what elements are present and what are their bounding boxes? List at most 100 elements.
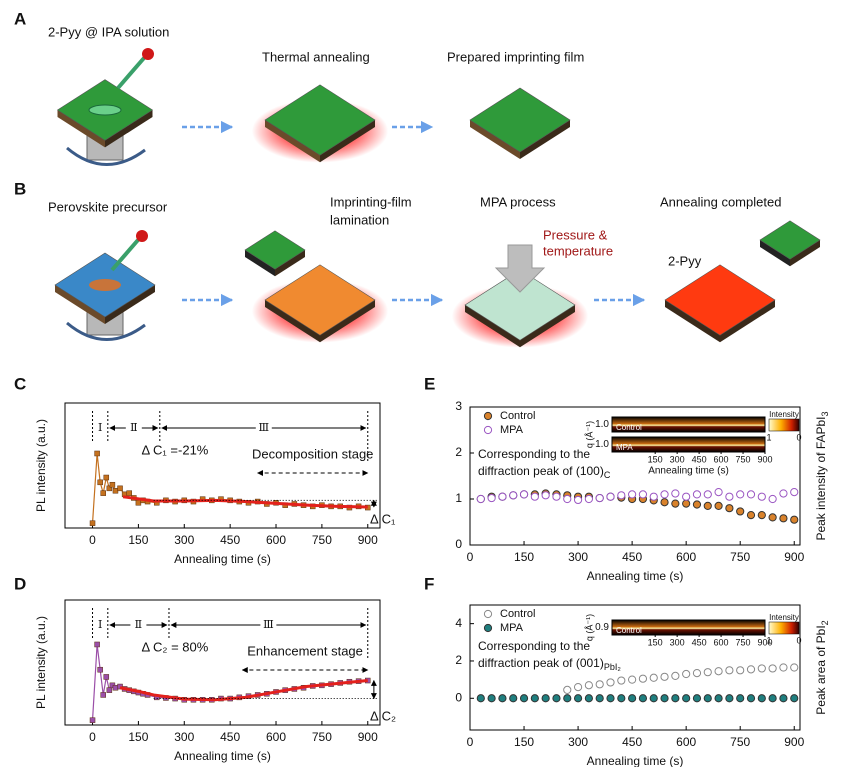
- data-point: [628, 675, 637, 684]
- panel-label: E: [424, 374, 435, 393]
- plot-frame: [469, 604, 801, 731]
- delta-label: Δ C₁: [370, 511, 396, 526]
- press-arrow: [494, 244, 546, 293]
- colorbar-label: Intensity: [769, 613, 799, 622]
- data-point: [714, 667, 723, 676]
- step-label: Perovskite precursor: [48, 199, 168, 214]
- data-point: [660, 490, 669, 499]
- x-tick-label: 0: [89, 730, 96, 744]
- legend-marker: [483, 623, 493, 633]
- tile-side: [520, 120, 570, 159]
- data-point: [703, 501, 712, 510]
- data-point: [509, 694, 518, 703]
- data-point: [100, 692, 106, 698]
- data-point: [573, 694, 583, 703]
- data-point: [552, 694, 561, 703]
- data-point: [97, 666, 103, 673]
- inset-x-tick-label: 450: [692, 637, 707, 647]
- data-point: [573, 682, 583, 692]
- step-note: temperature: [543, 243, 613, 258]
- heatmap: [611, 436, 766, 453]
- step-label: lamination: [330, 212, 389, 227]
- data-point: [703, 668, 712, 677]
- data-point: [606, 678, 615, 687]
- x-tick-label: 300: [568, 550, 588, 564]
- data-point: [790, 663, 799, 672]
- step-label: Thermal annealing: [262, 49, 370, 64]
- data-point: [649, 492, 658, 501]
- tile-side: [760, 240, 790, 267]
- step-note: 2-Pyy: [668, 253, 702, 268]
- data-point: [487, 493, 496, 503]
- inset-x-tick-label: 600: [714, 454, 729, 464]
- tile-side: [790, 240, 820, 267]
- stage-label: Ⅱ: [135, 618, 142, 631]
- inset-x-tick-label: 450: [692, 454, 707, 464]
- data-point: [736, 507, 745, 516]
- data-point: [135, 500, 142, 506]
- x-tick-label: 150: [514, 735, 534, 749]
- y-tick-label: 4: [455, 616, 462, 630]
- data-point: [682, 694, 691, 703]
- data-point: [109, 481, 116, 488]
- data-point: [714, 488, 723, 497]
- data-point: [779, 663, 788, 672]
- note-sub: PbI₂: [604, 662, 622, 672]
- panel-label: A: [14, 9, 26, 28]
- y-tick-label: 0: [455, 537, 462, 551]
- data-point: [573, 495, 583, 505]
- data-point: [563, 685, 572, 694]
- plot-frame: [64, 402, 381, 529]
- note-main: diffraction peak of (001): [478, 656, 604, 670]
- fit-line: [122, 495, 368, 509]
- x-tick-label: 750: [312, 730, 332, 744]
- data-point: [595, 694, 604, 703]
- x-tick-label: 750: [730, 550, 750, 564]
- data-point: [498, 492, 507, 501]
- annotation: Δ C₁ =-21%: [141, 442, 208, 457]
- strip-tick: 1.0: [595, 419, 609, 430]
- data-point: [530, 492, 539, 501]
- inset-x-tick-label: 750: [736, 637, 751, 647]
- x-tick-label: 600: [676, 735, 696, 749]
- colorbar: [768, 418, 800, 432]
- inset-x-tick-label: 750: [736, 454, 751, 464]
- data-point: [768, 694, 777, 703]
- data-point: [692, 490, 702, 499]
- inset-x-tick-label: 300: [670, 637, 685, 647]
- data-point: [595, 493, 604, 503]
- data-point: [660, 694, 669, 703]
- y-label-main: Peak area of PbI: [814, 625, 828, 714]
- panel-label: C: [14, 374, 26, 393]
- data-point: [584, 694, 593, 703]
- data-point: [682, 669, 691, 679]
- tile-side: [275, 250, 305, 277]
- x-tick-label: 300: [174, 730, 194, 744]
- data-point: [671, 671, 680, 680]
- x-axis-label: Annealing time (s): [174, 552, 271, 566]
- inset-x-tick-label: 150: [648, 637, 663, 647]
- data-point: [779, 489, 788, 498]
- data-point: [628, 694, 637, 703]
- data-point: [714, 501, 723, 510]
- panel-label: B: [14, 179, 26, 198]
- droplet: [89, 279, 121, 291]
- data-point: [671, 694, 680, 703]
- data-point: [757, 694, 766, 703]
- x-axis-label: Annealing time (s): [174, 749, 271, 763]
- tile-side: [520, 305, 575, 348]
- data-line: [91, 453, 368, 524]
- data-point: [97, 479, 103, 486]
- data-point: [541, 694, 550, 703]
- data-point: [617, 694, 626, 703]
- colorbar-label: Intensity: [769, 410, 799, 419]
- data-point: [606, 694, 615, 703]
- data-point: [509, 491, 518, 500]
- x-tick-label: 0: [89, 533, 96, 547]
- tile-side: [105, 110, 153, 148]
- data-point: [617, 491, 626, 500]
- data-point: [112, 487, 119, 494]
- x-tick-label: 450: [622, 735, 642, 749]
- strip-label: Control: [616, 626, 642, 635]
- x-tick-label: 600: [676, 550, 696, 564]
